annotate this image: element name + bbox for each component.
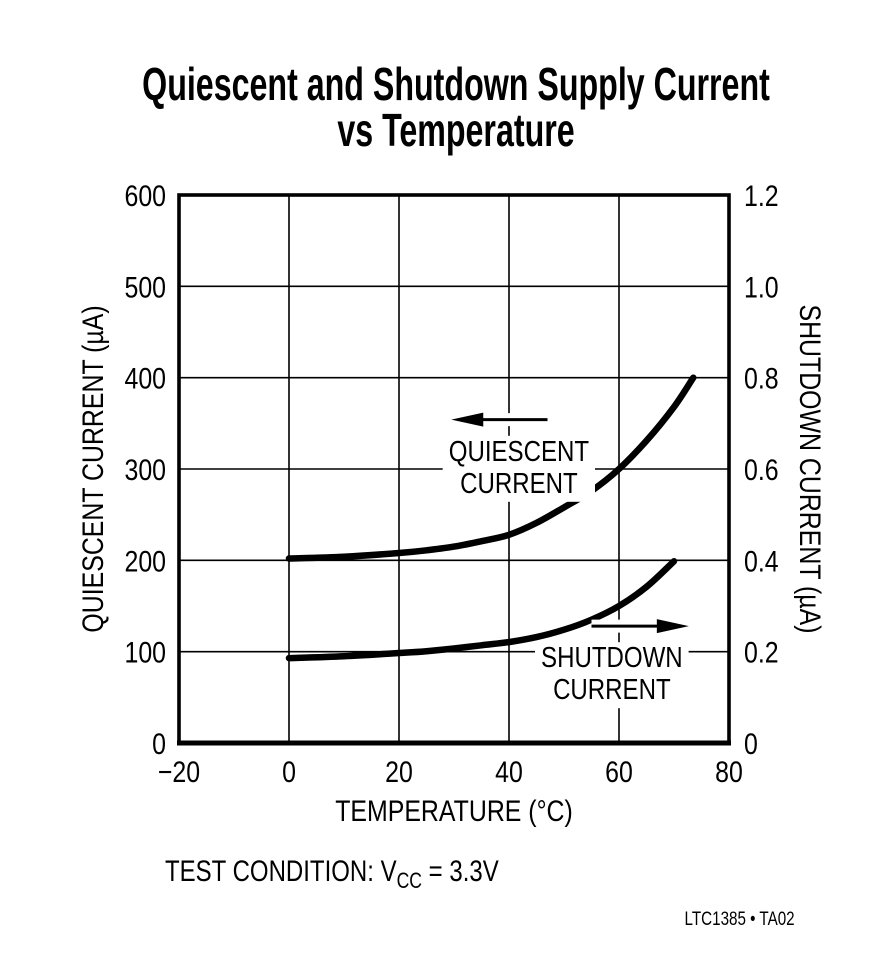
x-tick-label: 20 [385,755,413,789]
label-knockout [442,435,595,502]
y-left-tick-label: 0 [152,727,166,761]
annotation-label: CURRENT [553,673,671,706]
annotation-label: SHUTDOWN [541,641,683,674]
y-right-tick-label: 0.8 [744,361,779,395]
y-right-tick-label: 0 [744,727,758,761]
x-tick-label: −20 [158,755,200,789]
y-right-tick-label: 0.6 [744,453,779,487]
y-left-tick-label: 400 [124,361,166,395]
y-left-tick-label: 600 [124,179,166,213]
arrow-head-icon [451,412,484,427]
chart-title-line2: vs Temperature [337,105,574,156]
chart-title-line1: Quiescent and Shutdown Supply Current [142,59,770,110]
y-right-axis-title: SHUTDOWN CURRENT (µA) [793,304,827,633]
document-reference: LTC1385 • TA02 [684,909,795,930]
test-condition-suffix: = 3.3V [422,855,499,888]
y-left-tick-label: 500 [124,270,166,304]
x-tick-label: 0 [282,755,296,789]
test-condition-subscript: CC [396,868,422,893]
y-right-tick-label: 0.2 [744,635,779,669]
x-tick-label: 40 [495,755,523,789]
x-tick-label: 60 [605,755,633,789]
y-left-tick-label: 300 [124,453,166,487]
x-tick-label: 80 [715,755,743,789]
y-left-tick-label: 100 [124,635,166,669]
annotation-label: QUIESCENT [449,435,589,468]
y-right-tick-label: 1.0 [744,270,779,304]
y-left-tick-label: 200 [124,544,166,578]
series-curve-shutdown [285,557,678,662]
arrow-head-icon [656,619,689,634]
series-curve-quiescent [285,374,697,562]
y-right-tick-label: 0.4 [744,544,779,578]
y-left-axis-title: QUIESCENT CURRENT (µA) [76,305,110,632]
test-condition-prefix: TEST CONDITION: V [165,855,397,888]
axis-tick-labels: 010020030040050060000.20.40.60.81.01.2−2… [124,179,778,789]
x-axis-title: TEMPERATURE (°C) [335,794,573,828]
label-knockout [535,642,689,709]
annotation-label: CURRENT [460,467,578,500]
test-condition-note: TEST CONDITION: VCC = 3.3V [165,857,499,892]
y-right-tick-label: 1.2 [744,179,779,213]
